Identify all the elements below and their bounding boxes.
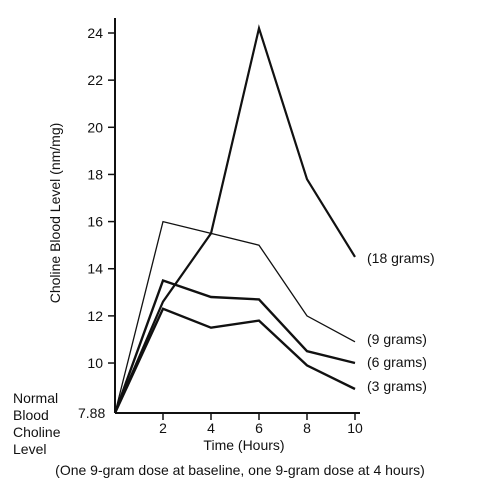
- baseline-label-line: Level: [13, 441, 46, 457]
- baseline-value-label: 7.88: [78, 405, 105, 421]
- x-tick-label: 2: [159, 420, 167, 436]
- y-tick-label: 20: [87, 119, 103, 135]
- series-labels: (18 grams) (9 grams) (6 grams) (3 grams): [367, 250, 435, 394]
- x-tick-label: 6: [255, 420, 263, 436]
- y-tick-label: 16: [87, 214, 103, 230]
- series-line: [113, 307, 356, 414]
- series-label: (3 grams): [367, 378, 427, 394]
- x-tick-label: 10: [347, 420, 363, 436]
- series-label: (6 grams): [367, 354, 427, 370]
- series-line: [113, 24, 356, 414]
- y-axis-title: Choline Blood Level (nm/mg): [47, 123, 63, 304]
- y-ticks: 10 12 14 16 18 20 22 24: [87, 25, 115, 371]
- x-tick-label: 8: [303, 420, 311, 436]
- y-tick-label: 10: [87, 355, 103, 371]
- series-lines: [113, 24, 356, 414]
- y-tick-label: 24: [87, 25, 103, 41]
- x-axis-title: Time (Hours): [203, 437, 284, 453]
- baseline-label-line: Choline: [13, 424, 61, 440]
- y-tick-label: 22: [87, 72, 103, 88]
- baseline-label-line: Normal: [13, 390, 58, 406]
- series-line: [113, 278, 356, 414]
- y-tick-label: 18: [87, 166, 103, 182]
- y-tick-label: 12: [87, 308, 103, 324]
- x-ticks: 2 4 6 8 10: [159, 413, 363, 436]
- series-label: (9 grams): [367, 331, 427, 347]
- baseline-label: Normal Blood Choline Level 7.88: [13, 390, 105, 457]
- x-tick-label: 4: [207, 420, 215, 436]
- series-line: [114, 220, 356, 414]
- y-tick-label: 14: [87, 261, 103, 277]
- baseline-label-line: Blood: [13, 407, 49, 423]
- series-label: (18 grams): [367, 250, 435, 266]
- chart-caption: (One 9-gram dose at baseline, one 9-gram…: [55, 462, 425, 478]
